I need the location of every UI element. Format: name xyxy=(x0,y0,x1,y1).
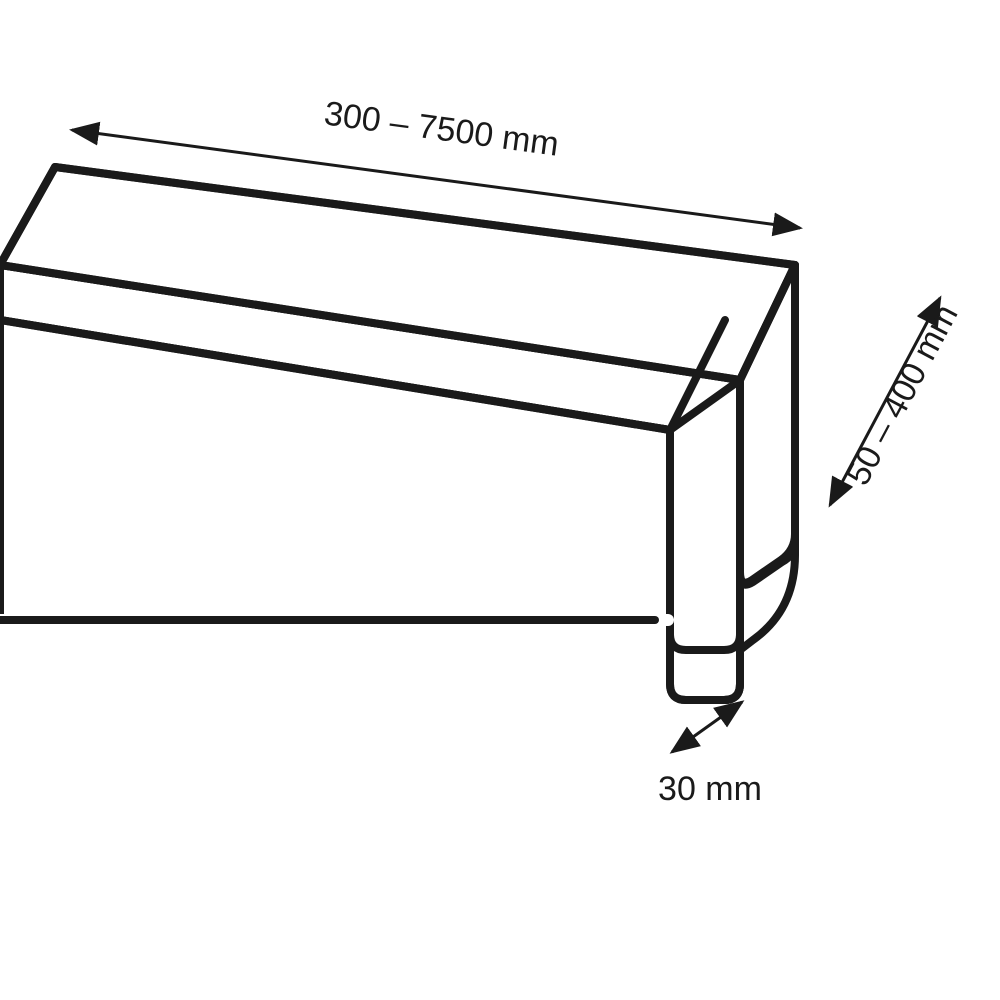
dim-length-label: 300 – 7500 mm xyxy=(322,94,561,163)
lip-front-face xyxy=(670,380,740,650)
dim-lip-label: 30 mm xyxy=(658,770,762,808)
dim-lip-line xyxy=(672,702,742,752)
dimension-diagram: 300 – 7500 mm 50 – 400 mm 30 mm xyxy=(0,0,1000,1000)
dim-depth-label: 50 – 400 mm xyxy=(839,298,966,491)
profile-shape xyxy=(0,167,795,700)
